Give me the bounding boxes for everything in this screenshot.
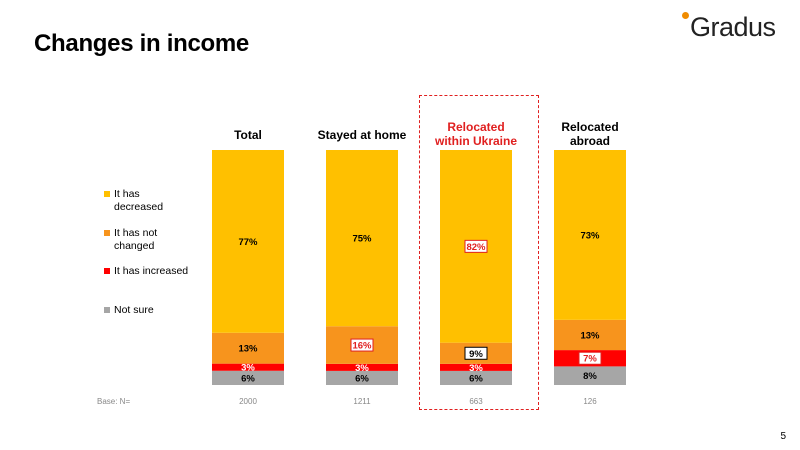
bar-segment: [554, 366, 626, 385]
bar-segment: [326, 150, 398, 327]
slide-title: Changes in income: [34, 30, 249, 57]
logo-text: Gradus: [690, 12, 776, 42]
bar-segment: [326, 363, 398, 371]
legend-swatch: [104, 191, 110, 197]
column-header: Stayed at home: [307, 128, 417, 142]
bar-segment: [212, 370, 284, 385]
data-label-box: [350, 338, 374, 352]
data-label: 6%: [241, 373, 255, 384]
column-header-line: within Ukraine: [434, 134, 517, 148]
data-label: 16%: [352, 341, 372, 352]
bar-segment: [440, 370, 512, 385]
data-label: 73%: [580, 230, 600, 241]
column-header: Relocated abroad: [535, 120, 645, 148]
legend-label-line: Not sure: [114, 304, 154, 316]
data-label: 3%: [469, 363, 483, 374]
base-value: 126: [583, 397, 597, 406]
column-header-line: Relocated: [447, 120, 505, 134]
data-label: 3%: [355, 363, 369, 374]
legend-label: It has increased: [114, 265, 214, 278]
bar-segment: [554, 319, 626, 351]
legend-label-line: It has: [114, 188, 140, 200]
legend-swatch: [104, 307, 110, 313]
bar-segment: [440, 363, 512, 371]
bar-segment: [554, 150, 626, 320]
legend-label-line: decreased: [114, 201, 164, 213]
bar-segment: [212, 332, 284, 364]
data-label: 13%: [580, 330, 600, 341]
logo-accent-dot-icon: [682, 12, 689, 19]
data-label: 75%: [352, 234, 372, 245]
legend-label: It has decreased: [114, 188, 214, 214]
data-label: 6%: [469, 373, 483, 384]
data-label: 3%: [241, 363, 255, 374]
data-label-box: [464, 346, 488, 360]
data-label-box: [578, 351, 602, 365]
data-label: 9%: [469, 349, 483, 360]
bar-segment: [326, 370, 398, 385]
base-label: Base: N=: [97, 397, 131, 406]
legend-label-line: It has not: [114, 227, 158, 239]
data-label: 8%: [583, 371, 597, 382]
bar-segment: [212, 363, 284, 371]
legend-label-line: It has increased: [114, 265, 189, 277]
data-label: 77%: [238, 237, 258, 248]
data-label: 6%: [355, 373, 369, 384]
legend-label: It has not changed: [114, 227, 214, 253]
column-header-line: Relocated: [561, 120, 619, 134]
column-header: Total: [193, 128, 303, 142]
data-label: 13%: [238, 344, 258, 355]
base-value: 1211: [353, 397, 371, 406]
base-value: 2000: [239, 397, 257, 406]
data-label: 7%: [583, 354, 597, 365]
highlight-box-relocated-within-ukraine: [419, 95, 539, 410]
column-header-line: Total: [234, 128, 262, 142]
legend-label-line: changed: [114, 240, 155, 252]
bar-segment: [212, 150, 284, 333]
data-label: 82%: [466, 242, 486, 253]
column-header-line: abroad: [569, 134, 610, 148]
gradus-logo: Gradus: [680, 8, 790, 44]
legend-swatch: [104, 268, 110, 274]
legend-label: Not sure: [114, 304, 214, 317]
data-label-box: [464, 239, 488, 253]
legend-swatch: [104, 230, 110, 236]
page-number: 5: [780, 431, 786, 442]
column-header-line: Stayed at home: [317, 128, 407, 142]
base-value: 663: [469, 397, 483, 406]
column-header: Relocated within Ukraine: [421, 120, 531, 148]
